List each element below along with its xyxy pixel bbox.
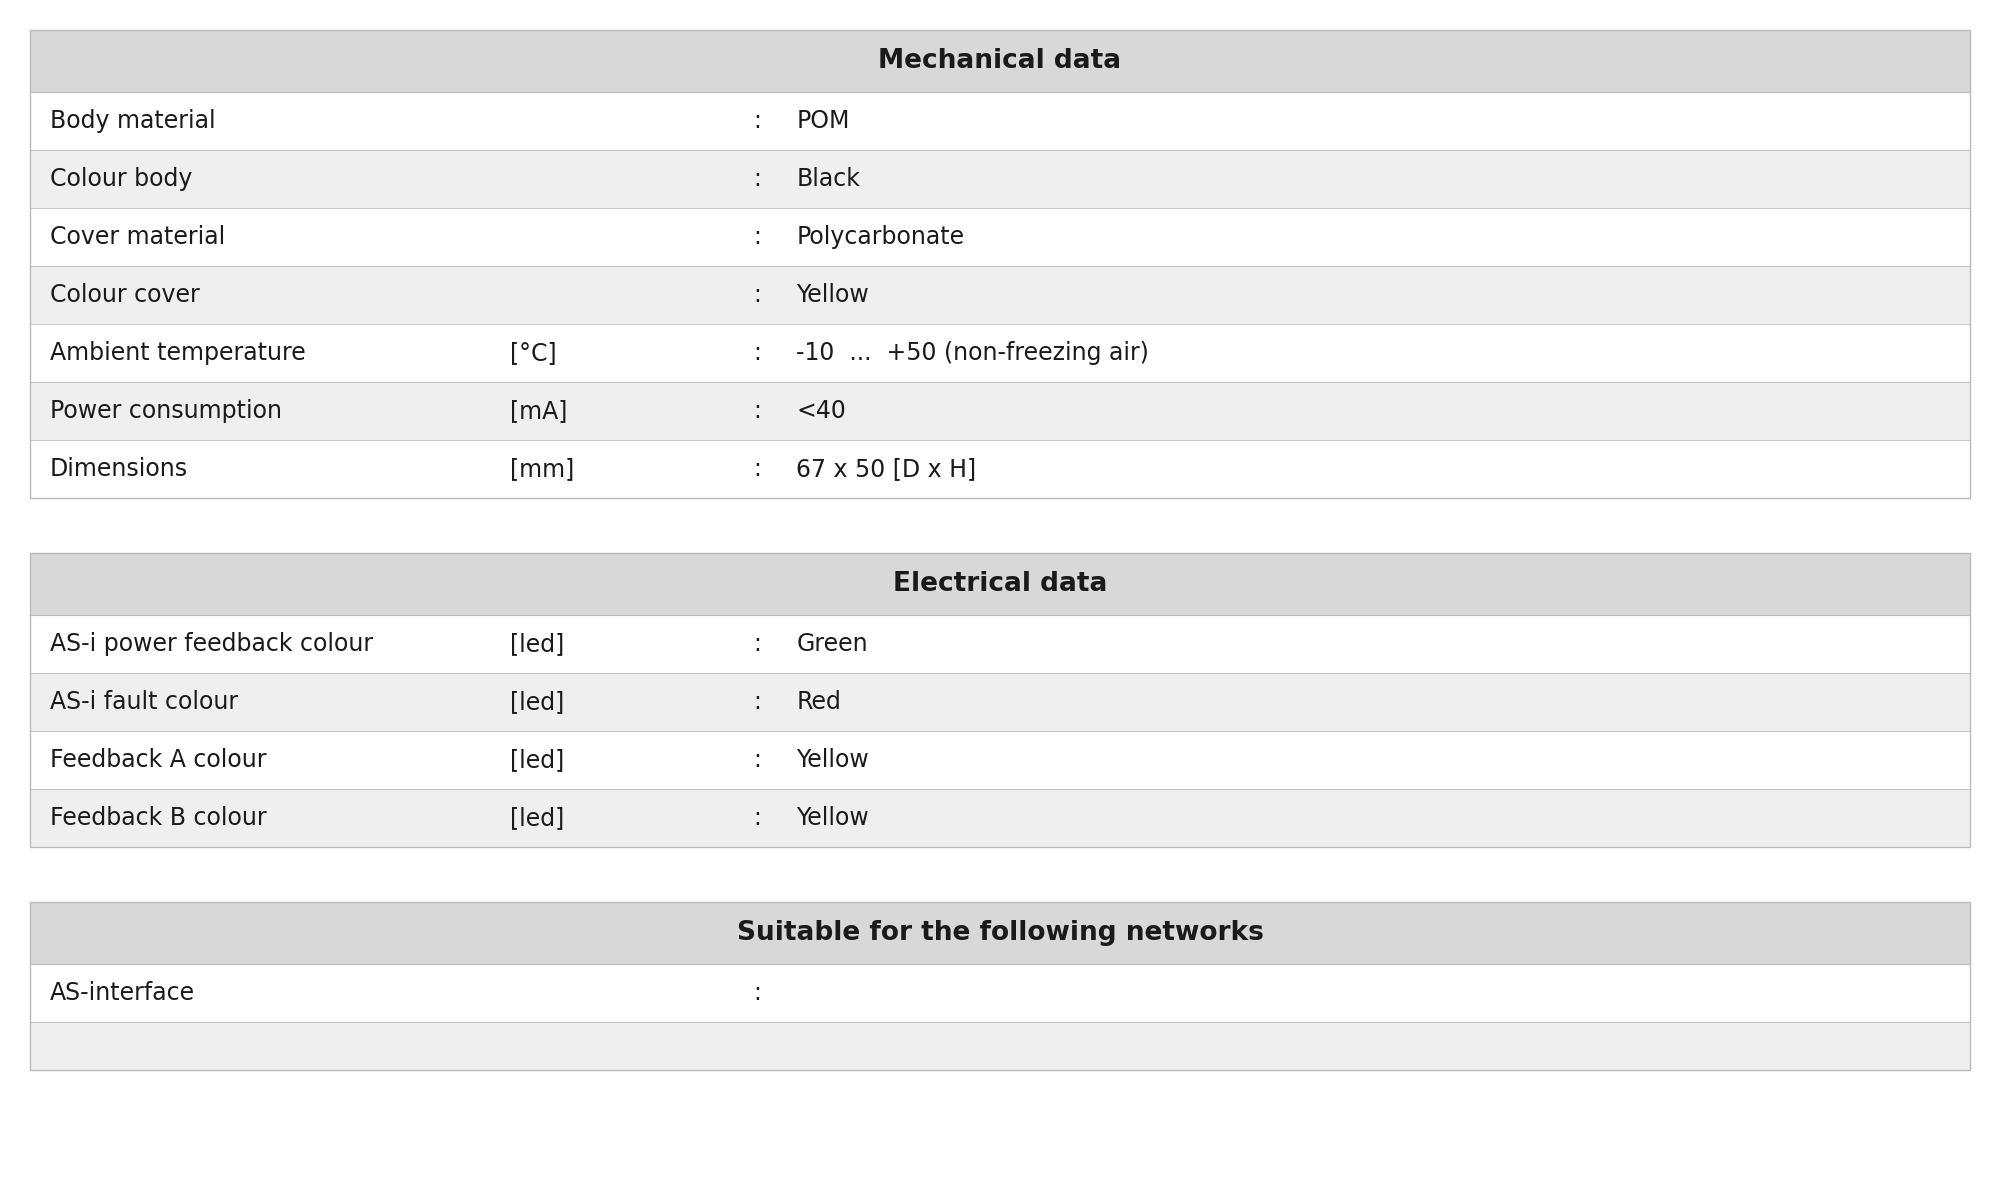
Bar [30,673,1970,731]
Text: [led]: [led] [510,806,564,830]
Text: :: : [754,747,762,772]
Text: -10  ...  +50 (non-freezing air): -10 ... +50 (non-freezing air) [796,341,1150,365]
Bar [30,92,1970,150]
Text: :: : [754,690,762,714]
Text: [led]: [led] [510,632,564,656]
Text: Power consumption: Power consumption [50,399,282,423]
Text: :: : [754,399,762,423]
Bar [30,964,1970,1022]
Text: Body material: Body material [50,108,216,133]
Text: :: : [754,225,762,249]
Text: <40: <40 [796,399,846,423]
Text: :: : [754,341,762,365]
Text: :: : [754,283,762,307]
Text: Colour body: Colour body [50,167,192,191]
Text: [led]: [led] [510,747,564,772]
Bar [30,615,1970,673]
Text: :: : [754,806,762,830]
Text: Ambient temperature: Ambient temperature [50,341,306,365]
Bar [30,553,1970,615]
Bar [30,1022,1970,1071]
Text: Yellow: Yellow [796,806,870,830]
Text: Colour cover: Colour cover [50,283,200,307]
Bar [30,29,1970,498]
Text: [°C]: [°C] [510,341,556,365]
Text: 67 x 50 [D x H]: 67 x 50 [D x H] [796,457,976,481]
Text: Polycarbonate: Polycarbonate [796,225,964,249]
Text: Electrical data: Electrical data [892,571,1108,597]
Text: Suitable for the following networks: Suitable for the following networks [736,920,1264,946]
Bar [30,208,1970,266]
Text: POM: POM [796,108,850,133]
Text: Yellow: Yellow [796,747,870,772]
Bar [30,266,1970,324]
Text: :: : [754,981,762,1005]
Text: AS-interface: AS-interface [50,981,196,1005]
Text: Yellow: Yellow [796,283,870,307]
Text: Green: Green [796,632,868,656]
Bar [30,731,1970,789]
Bar [30,902,1970,1071]
Text: Feedback A colour: Feedback A colour [50,747,266,772]
Bar [30,150,1970,208]
Text: [mA]: [mA] [510,399,568,423]
Bar [30,29,1970,92]
Text: :: : [754,108,762,133]
Text: Dimensions: Dimensions [50,457,188,481]
Bar [30,789,1970,847]
Text: :: : [754,167,762,191]
Text: :: : [754,457,762,481]
Text: Red: Red [796,690,842,714]
Text: AS-i fault colour: AS-i fault colour [50,690,238,714]
Text: Mechanical data: Mechanical data [878,48,1122,74]
Bar [30,440,1970,498]
Text: Black: Black [796,167,860,191]
Text: :: : [754,632,762,656]
Bar [30,382,1970,440]
Bar [30,553,1970,847]
Text: [mm]: [mm] [510,457,574,481]
Text: [led]: [led] [510,690,564,714]
Bar [30,324,1970,382]
Bar [30,902,1970,964]
Text: AS-i power feedback colour: AS-i power feedback colour [50,632,374,656]
Text: Cover material: Cover material [50,225,226,249]
Text: Feedback B colour: Feedback B colour [50,806,266,830]
